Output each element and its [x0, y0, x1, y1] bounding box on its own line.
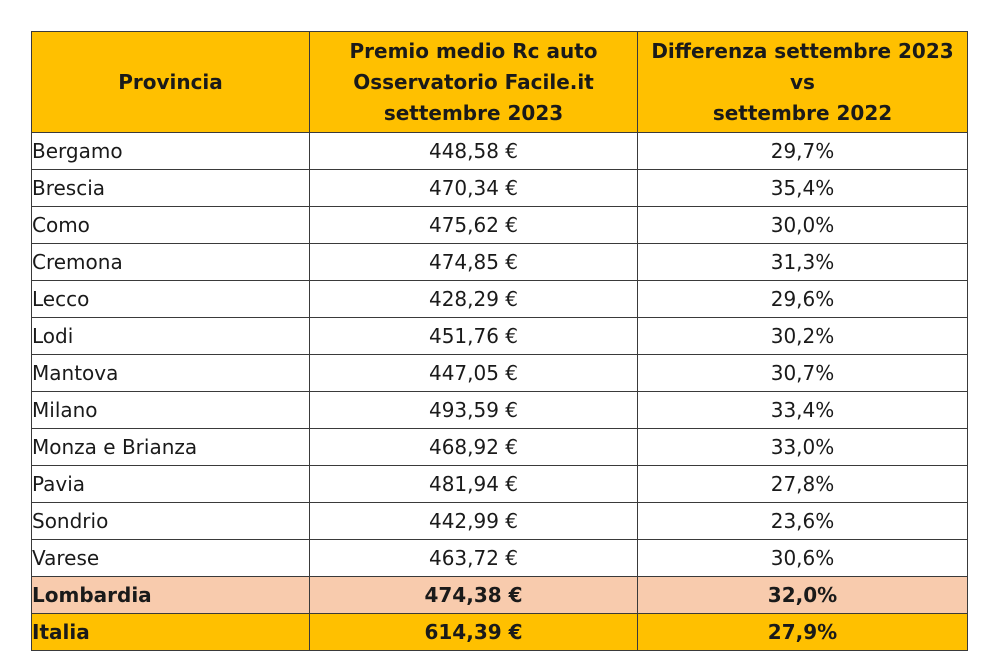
table-row: Monza e Brianza 468,92 €33,0%: [31, 428, 968, 466]
cell-differenza: 33,4%: [637, 391, 968, 429]
cell-differenza: 29,7%: [637, 132, 968, 170]
cell-provincia: Pavia: [31, 465, 310, 503]
cell-differenza: 30,6%: [637, 539, 968, 577]
table-row-nation: Italia 614,39 €27,9%: [31, 613, 968, 651]
cell-provincia: Milano: [31, 391, 310, 429]
cell-premio: 463,72 €: [309, 539, 638, 577]
header-differenza-line-1: Differenza settembre 2023: [651, 38, 954, 63]
cell-provincia: Bergamo: [31, 132, 310, 170]
cell-differenza: 32,0%: [637, 576, 968, 614]
cell-premio: 428,29 €: [309, 280, 638, 318]
cell-differenza: 31,3%: [637, 243, 968, 281]
table-row: Bergamo 448,58 €29,7%: [31, 132, 968, 170]
table-body: Bergamo 448,58 €29,7% Brescia 470,34 €35,4%…: [31, 132, 968, 651]
table-row: Varese 463,72 €30,6%: [31, 539, 968, 577]
cell-premio: 493,59 €: [309, 391, 638, 429]
cell-provincia: Como: [31, 206, 310, 244]
table-row: Lodi 451,76 €30,2%: [31, 317, 968, 355]
cell-provincia: Monza e Brianza: [31, 428, 310, 466]
cell-premio: 470,34 €: [309, 169, 638, 207]
cell-provincia: Cremona: [31, 243, 310, 281]
cell-premio: 468,92 €: [309, 428, 638, 466]
cell-provincia: Lecco: [31, 280, 310, 318]
cell-premio: 481,94 €: [309, 465, 638, 503]
header-differenza-line-2: vs: [790, 69, 815, 94]
cell-differenza: 30,7%: [637, 354, 968, 392]
header-provincia: Provincia: [31, 31, 310, 133]
cell-premio: 614,39 €: [309, 613, 638, 651]
table-row: Mantova 447,05 €30,7%: [31, 354, 968, 392]
header-premio-line-1: Premio medio Rc auto: [349, 38, 598, 63]
table-row: Brescia 470,34 €35,4%: [31, 169, 968, 207]
table-row: Cremona 474,85 €31,3%: [31, 243, 968, 281]
header-row: Provincia Premio medio Rc auto Osservato…: [31, 31, 968, 133]
table-row: Milano 493,59 €33,4%: [31, 391, 968, 429]
cell-differenza: 27,9%: [637, 613, 968, 651]
cell-premio: 447,05 €: [309, 354, 638, 392]
header-premio-medio: Premio medio Rc auto Osservatorio Facile…: [309, 31, 638, 133]
cell-premio: 474,38 €: [309, 576, 638, 614]
table-row: Lecco 428,29 €29,6%: [31, 280, 968, 318]
cell-provincia: Lombardia: [31, 576, 310, 614]
cell-provincia: Varese: [31, 539, 310, 577]
cell-differenza: 30,2%: [637, 317, 968, 355]
header-premio-line-3: settembre 2023: [383, 100, 564, 125]
cell-differenza: 23,6%: [637, 502, 968, 540]
table-row: Pavia 481,94 €27,8%: [31, 465, 968, 503]
cell-premio: 475,62 €: [309, 206, 638, 244]
rc-auto-premium-table: Provincia Premio medio Rc auto Osservato…: [31, 31, 968, 651]
cell-provincia: Italia: [31, 613, 310, 651]
table-row: Sondrio 442,99 €23,6%: [31, 502, 968, 540]
cell-premio: 442,99 €: [309, 502, 638, 540]
cell-differenza: 35,4%: [637, 169, 968, 207]
cell-premio: 448,58 €: [309, 132, 638, 170]
cell-provincia: Brescia: [31, 169, 310, 207]
header-provincia-line: Provincia: [118, 69, 223, 94]
cell-provincia: Sondrio: [31, 502, 310, 540]
cell-premio: 451,76 €: [309, 317, 638, 355]
cell-differenza: 30,0%: [637, 206, 968, 244]
cell-differenza: 29,6%: [637, 280, 968, 318]
cell-premio: 474,85 €: [309, 243, 638, 281]
table-row-region: Lombardia 474,38 €32,0%: [31, 576, 968, 614]
cell-provincia: Lodi: [31, 317, 310, 355]
header-differenza-line-3: settembre 2022: [712, 100, 893, 125]
cell-differenza: 33,0%: [637, 428, 968, 466]
table-row: Como 475,62 €30,0%: [31, 206, 968, 244]
cell-provincia: Mantova: [31, 354, 310, 392]
cell-differenza: 27,8%: [637, 465, 968, 503]
header-premio-line-2: Osservatorio Facile.it: [353, 69, 594, 94]
header-differenza: Differenza settembre 2023 vs settembre 2…: [637, 31, 968, 133]
